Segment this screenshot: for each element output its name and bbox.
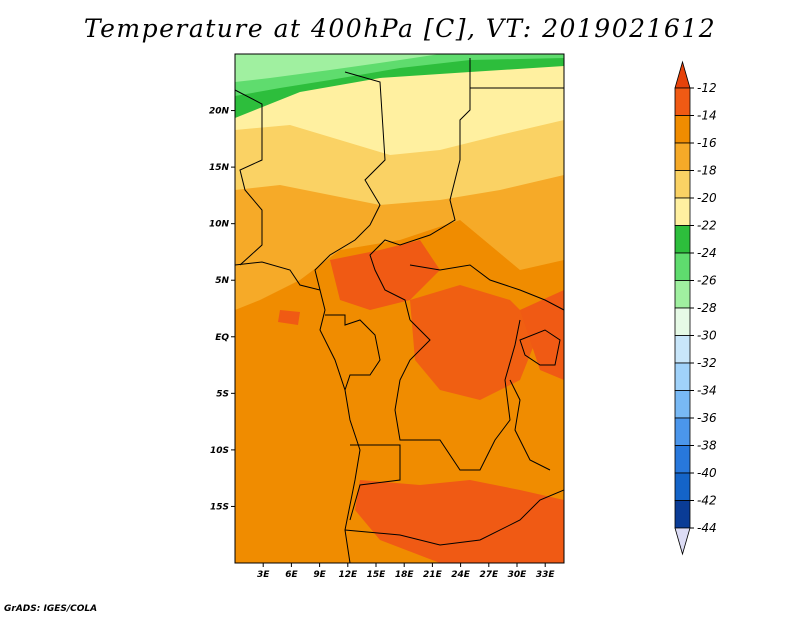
map-frame [234, 53, 565, 564]
lat-tick-label: 5N [215, 276, 229, 286]
colorbar-swatch [674, 335, 691, 364]
colorbar-label: -44 [697, 521, 717, 535]
border-west [235, 89, 263, 266]
colorbar-label: -36 [697, 411, 717, 425]
colorbar-swatch [674, 362, 691, 391]
lon-tick-label: 33E [536, 570, 556, 580]
lat-tick-label: 10S [210, 446, 229, 456]
colorbar-label: -16 [697, 136, 717, 150]
colorbar-swatch [674, 417, 691, 446]
lon-tick-label: 6E [285, 570, 298, 580]
colorbar-swatch [674, 307, 691, 336]
colorbar-swatch [674, 115, 691, 144]
field-patch-14 [278, 310, 300, 325]
colorbar-swatch [674, 142, 691, 171]
lon-tick-label: 15E [367, 570, 387, 580]
country-borders [235, 58, 564, 563]
lon-tick-label: 12E [338, 570, 358, 580]
lon-tick-label: 18E [395, 570, 415, 580]
colorbar-bottom-arrow [674, 527, 691, 556]
border-chad-sudan [369, 58, 471, 321]
colorbar-label: -12 [697, 81, 717, 95]
field-patch-14 [520, 290, 564, 380]
field-patch-14 [330, 240, 440, 310]
border-angola [349, 444, 401, 521]
border-tanzania [509, 379, 551, 471]
coastline-west [235, 261, 361, 563]
lat-tick-label: 5S [216, 389, 229, 399]
colorbar-label: -18 [697, 164, 717, 178]
border-drc [394, 319, 521, 471]
lon-tick-label: 30E [508, 570, 528, 580]
colorbar: -12 -14 -16 -18 -20 -22 -24 -26 -28 -30 -32 -34 -36 -… [674, 60, 717, 556]
colorbar-swatch [674, 87, 691, 116]
colorbar-label: -14 [697, 109, 717, 123]
colorbar-label: -20 [697, 191, 717, 205]
longitude-axis: 3E 6E 9E 12E 15E 18E 21E 24E 27E 30E 33E [257, 563, 555, 580]
colorbar-label: -30 [697, 329, 717, 343]
border-niger-nigeria [314, 71, 386, 291]
lat-tick-label: 20N [209, 107, 230, 117]
colorbar-swatch [674, 390, 691, 419]
field-patch-14 [355, 480, 564, 563]
lat-tick-label: 15S [210, 502, 229, 512]
colorbar-label: -42 [697, 494, 717, 508]
border-uganda [519, 329, 561, 366]
colorbar-label: -22 [697, 219, 717, 233]
field-band-26 [235, 54, 440, 82]
temperature-field [235, 54, 564, 563]
colorbar-swatch [674, 280, 691, 309]
colorbar-swatch [674, 445, 691, 474]
border-car-sudan [409, 264, 564, 311]
colorbar-label: -34 [697, 384, 717, 398]
colorbar-label: -24 [697, 246, 717, 260]
colorbar-swatch [674, 472, 691, 501]
lon-tick-label: 9E [313, 570, 326, 580]
latitude-axis: 20N 15N 10N 5N EQ 5S 10S 15S [209, 107, 235, 512]
lon-tick-label: 27E [479, 570, 499, 580]
colorbar-swatch [674, 170, 691, 199]
colorbar-label: -32 [697, 356, 717, 370]
colorbar-label: -38 [697, 439, 717, 453]
border-gabon-congo [325, 314, 381, 391]
map-title: Temperature at 400hPa [C], VT: 201902161… [83, 14, 717, 43]
colorbar-label: -28 [697, 301, 717, 315]
lat-tick-label: 10N [209, 220, 230, 230]
lon-tick-label: 24E [451, 570, 471, 580]
lon-tick-label: 3E [257, 570, 270, 580]
colorbar-swatch [674, 500, 691, 529]
border-namibia-zambia [344, 489, 564, 546]
colorbar-swatch [674, 225, 691, 254]
colorbar-swatch [674, 252, 691, 281]
lat-tick-label: EQ [215, 333, 229, 343]
colorbar-top-arrow [674, 60, 691, 89]
lat-tick-label: 15N [209, 163, 230, 173]
grads-credit: GrADS: IGES/COLA [4, 604, 98, 614]
colorbar-label: -40 [697, 466, 717, 480]
colorbar-label: -26 [697, 274, 717, 288]
colorbar-swatch [674, 197, 691, 226]
lon-tick-label: 21E [423, 570, 443, 580]
